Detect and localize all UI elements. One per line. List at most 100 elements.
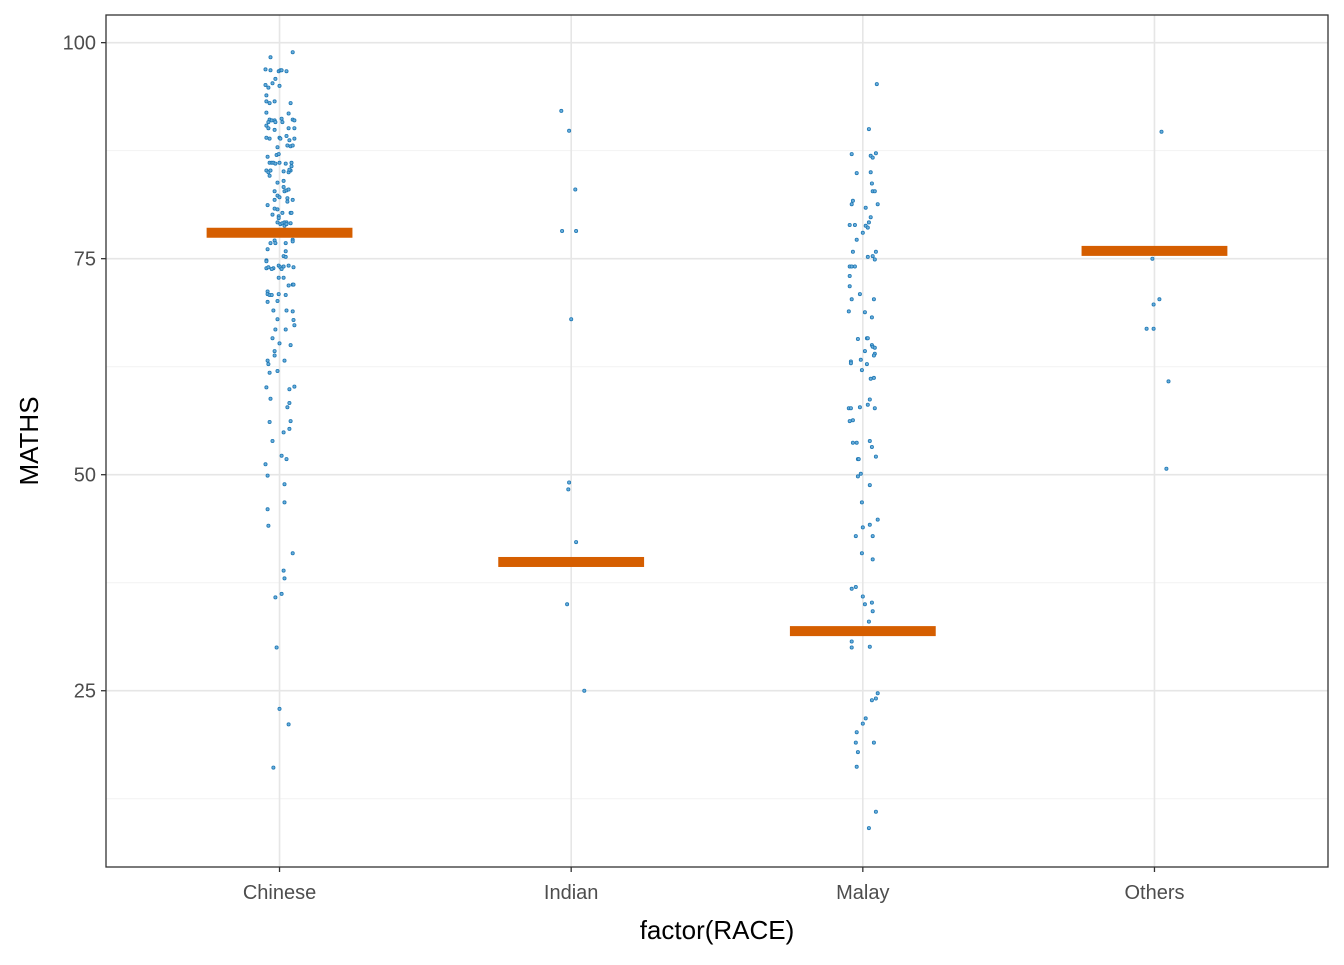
data-point-malay [871, 375, 876, 380]
data-point-chinese [267, 101, 272, 106]
data-point-malay [862, 310, 867, 315]
data-point-chinese [268, 241, 273, 246]
data-point-malay [871, 740, 876, 745]
data-point-chinese [276, 216, 281, 221]
data-point-malay [867, 644, 872, 649]
data-point-chinese [288, 101, 293, 106]
data-point-malay [854, 440, 859, 445]
data-point-chinese [292, 384, 297, 389]
data-point-indian [569, 317, 574, 322]
data-point-chinese [269, 266, 274, 271]
data-point-malay [849, 297, 854, 302]
data-point-malay [854, 730, 859, 735]
data-point-malay [866, 127, 871, 132]
data-point-chinese [265, 358, 270, 363]
data-point-chinese [265, 299, 270, 304]
data-point-chinese [286, 111, 291, 116]
data-point-chinese [274, 645, 279, 650]
data-point-chinese [270, 336, 275, 341]
plot-panel-background [106, 15, 1328, 867]
data-point-malay [855, 474, 860, 479]
summary-bar-malay [789, 626, 936, 637]
y-axis-title: MATHS [14, 396, 44, 485]
data-point-malay [873, 454, 878, 459]
data-point-indian [567, 480, 572, 485]
data-point-malay [859, 551, 864, 556]
data-point-malay [848, 406, 853, 411]
data-point-chinese [279, 266, 284, 271]
data-point-chinese [282, 500, 287, 505]
data-point-chinese [268, 396, 273, 401]
data-point-chinese [267, 370, 272, 375]
data-point-chinese [263, 462, 268, 467]
data-point-malay [872, 345, 877, 350]
data-point-chinese [277, 83, 282, 88]
data-point-chinese [282, 358, 287, 363]
data-point-malay [849, 264, 854, 269]
data-point-others [1150, 256, 1155, 261]
data-point-malay [873, 809, 878, 814]
data-point-malay [872, 257, 877, 262]
data-point-others [1166, 379, 1171, 384]
data-point-chinese [269, 292, 274, 297]
data-point-chinese [291, 282, 296, 287]
data-point-chinese [267, 419, 272, 424]
data-point-chinese [281, 178, 286, 183]
data-point-chinese [283, 241, 288, 246]
data-point-chinese [283, 292, 288, 297]
data-point-chinese [281, 184, 286, 189]
data-point-malay [853, 534, 858, 539]
data-point-malay [866, 826, 871, 831]
data-point-indian [559, 108, 564, 113]
summary-bar-chinese [206, 227, 353, 238]
data-point-malay [852, 264, 857, 269]
data-point-malay [854, 764, 859, 769]
data-point-indian [560, 228, 565, 233]
data-point-chinese [273, 161, 278, 166]
data-point-chinese [266, 85, 271, 90]
data-point-indian [573, 187, 578, 192]
data-point-malay [864, 362, 869, 367]
data-point-malay [849, 645, 854, 650]
data-point-chinese [287, 167, 292, 172]
data-point-malay [871, 353, 876, 358]
data-point-malay [847, 273, 852, 278]
data-point-chinese [264, 93, 269, 98]
data-point-malay [868, 170, 873, 175]
data-point-chinese [288, 343, 293, 348]
data-point-chinese [286, 263, 291, 268]
data-point-chinese [292, 118, 297, 123]
data-point-chinese [276, 152, 281, 157]
data-point-chinese [287, 387, 292, 392]
data-point-chinese [285, 405, 290, 410]
data-point-others [1157, 297, 1162, 302]
data-point-malay [866, 220, 871, 225]
data-point-chinese [270, 438, 275, 443]
data-point-malay [850, 418, 855, 423]
data-point-chinese [287, 138, 292, 143]
x-tick-label: Malay [836, 882, 889, 904]
data-point-chinese [285, 199, 290, 204]
data-point-chinese [289, 210, 294, 215]
data-point-chinese [289, 164, 294, 169]
data-point-chinese [292, 323, 297, 328]
data-point-malay [870, 155, 875, 160]
data-point-chinese [265, 507, 270, 512]
y-tick-label: 50 [74, 465, 96, 487]
x-axis: Chinese Indian Malay Others [243, 867, 1184, 904]
data-point-malay [867, 397, 872, 402]
data-point-chinese [275, 317, 280, 322]
data-point-chinese [283, 161, 288, 166]
data-point-chinese [281, 169, 286, 174]
data-point-indian [582, 688, 587, 693]
data-point-chinese [267, 173, 272, 178]
data-point-malay [868, 215, 873, 220]
data-point-malay [850, 198, 855, 203]
data-point-chinese [273, 76, 278, 81]
data-point-malay [865, 254, 870, 259]
data-point-malay [857, 292, 862, 297]
y-tick-label: 25 [74, 681, 96, 703]
y-tick-label: 100 [63, 33, 96, 55]
data-point-chinese [277, 341, 282, 346]
